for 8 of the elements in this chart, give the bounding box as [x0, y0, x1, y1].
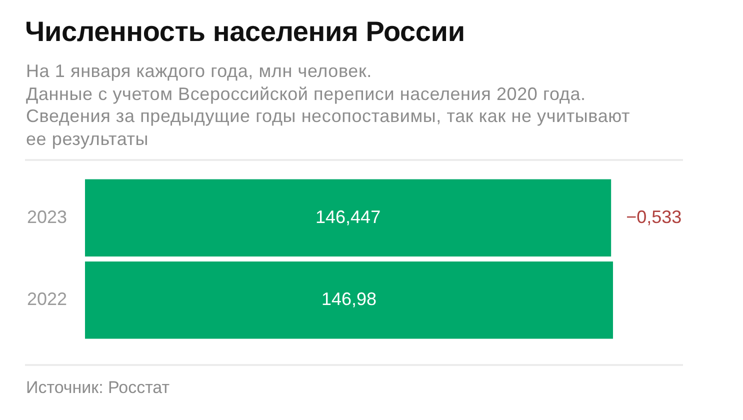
data-label: 146,447	[316, 206, 381, 227]
chart-subtitle: На 1 января каждого года, млн человек. Данные с учетом Всероссийской переписи населения 2020 года. Сведения за предыдущие годы несопоставимы, так как не учитывают ее результаты	[26, 60, 632, 150]
text: Источник: Росстат	[26, 378, 170, 398]
y-tick-label: 2022	[27, 289, 68, 310]
data-label: 146,98	[321, 289, 377, 310]
y-tick-label: 2023	[27, 206, 68, 227]
chart-title: Численность населения России	[25, 16, 465, 48]
annotation: −0,533	[626, 206, 682, 227]
